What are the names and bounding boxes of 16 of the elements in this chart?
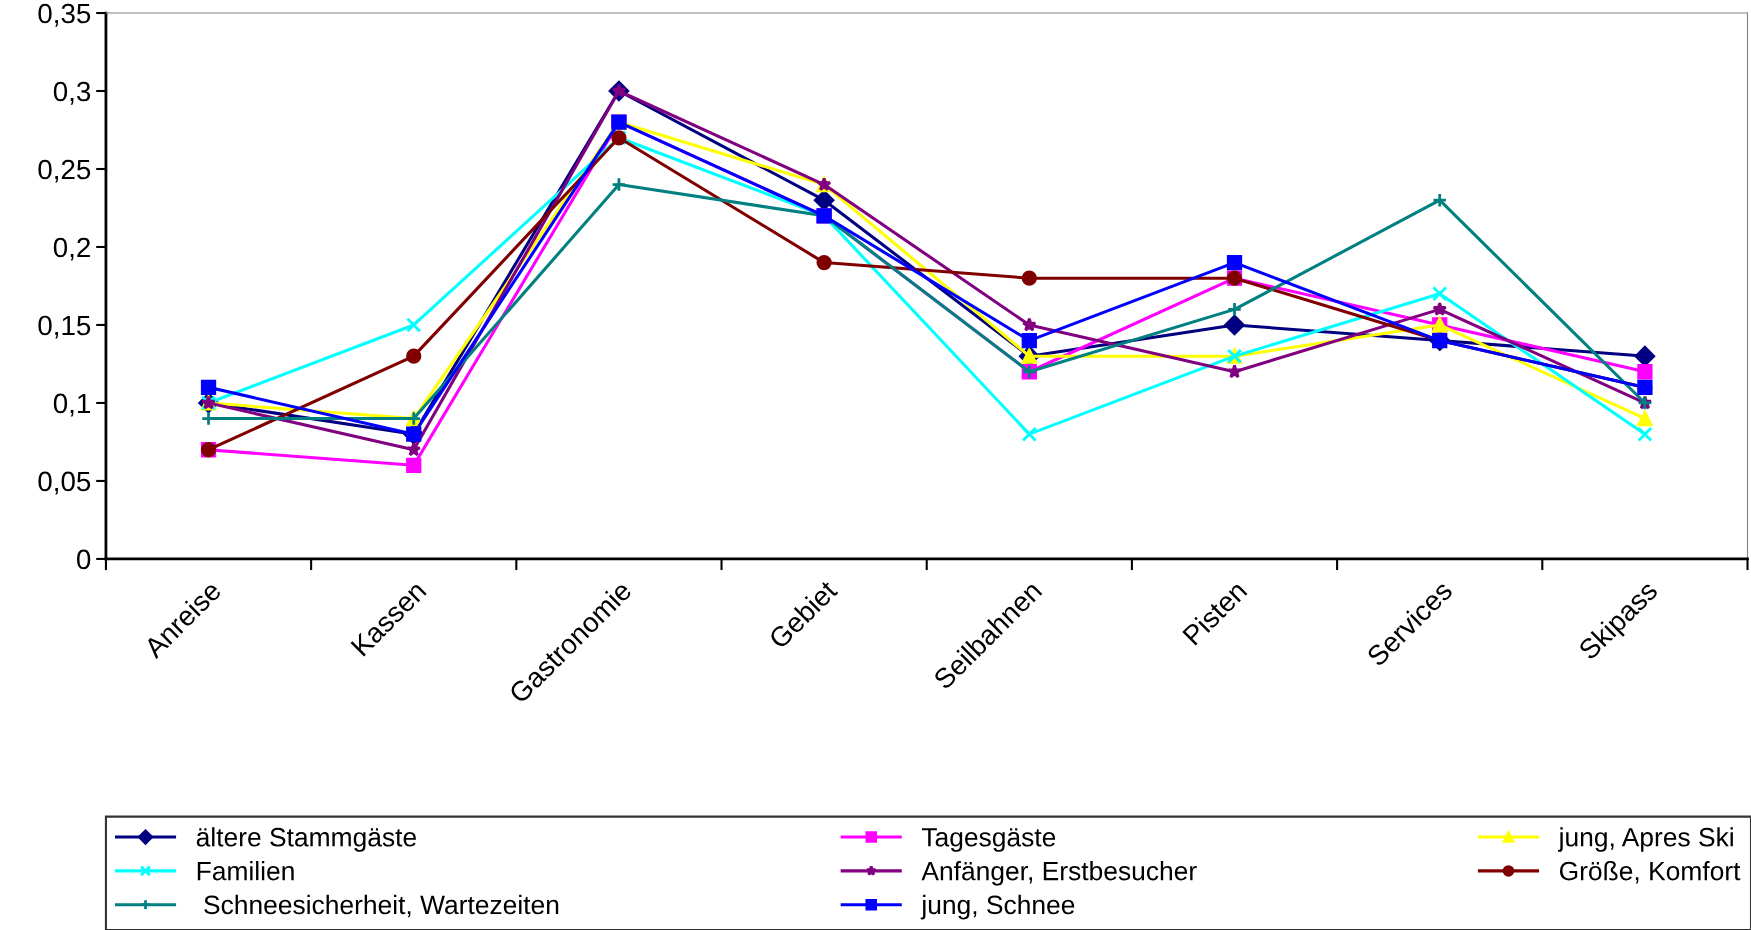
legend-label: jung, Apres Ski	[1557, 827, 1733, 852]
legend-label: jung, Schnee	[920, 894, 1075, 920]
y-tick-label: 0,05	[38, 471, 91, 495]
y-tick-label: 0,3	[53, 81, 91, 105]
y-tick-label: 0,25	[38, 159, 91, 183]
legend-label: Tagesgäste	[921, 828, 1056, 852]
legend-label: Familien	[197, 861, 294, 881]
y-tick-label: 0,35	[38, 3, 91, 27]
y-tick-label: 0	[76, 549, 91, 570]
legend-label: Größe, Komfort	[1559, 861, 1741, 884]
y-tick-label: 0,1	[53, 393, 90, 417]
legend-label: Anfänger, Erstbesucher	[921, 861, 1197, 886]
legend-label: Schneesicherheit, Wartezeiten	[204, 894, 559, 918]
y-tick-label: 0,15	[38, 315, 91, 339]
legend-label: ältere Stammgäste	[196, 827, 416, 852]
y-tick-label: 0,2	[53, 237, 90, 261]
